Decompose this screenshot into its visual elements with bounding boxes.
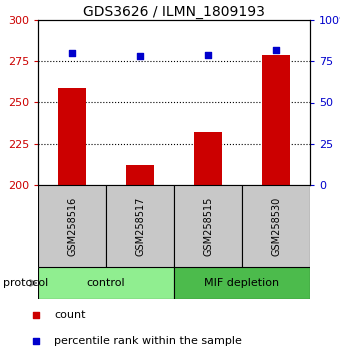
Text: count: count [54,310,86,320]
Text: GSM258517: GSM258517 [135,196,145,256]
Bar [262,55,290,185]
Text: MIF depletion: MIF depletion [204,278,279,288]
Bar [242,185,310,267]
Text: GSM258516: GSM258516 [67,196,77,256]
Point [33,338,39,344]
Bar [194,132,222,185]
Point [273,47,279,52]
Bar [38,185,106,267]
Title: GDS3626 / ILMN_1809193: GDS3626 / ILMN_1809193 [83,5,265,19]
Bar [38,267,174,299]
Point [69,50,75,56]
Bar [58,88,86,185]
Point [137,53,143,59]
Text: GSM258515: GSM258515 [203,196,213,256]
Bar [174,267,310,299]
Bar [174,185,242,267]
Bar [126,165,154,185]
Text: protocol: protocol [3,278,49,288]
Text: control: control [87,278,125,288]
Point [33,312,39,318]
Bar [106,185,174,267]
Text: GSM258530: GSM258530 [271,196,281,256]
Text: percentile rank within the sample: percentile rank within the sample [54,336,242,346]
Point [205,52,211,57]
